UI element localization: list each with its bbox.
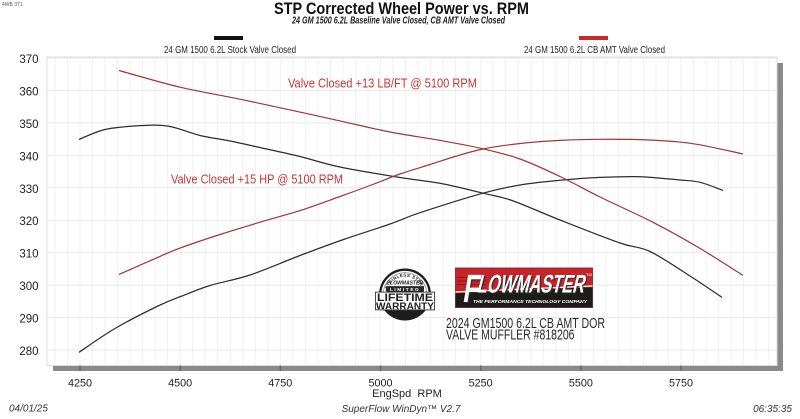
svg-text:4250: 4250: [68, 377, 92, 389]
svg-text:SuperFlow WinDyn™ V2.7: SuperFlow WinDyn™ V2.7: [342, 404, 461, 414]
svg-text:290: 290: [19, 314, 38, 326]
svg-text:STP Corrected Wheel Power vs.: STP Corrected Wheel Power vs. RPM: [274, 0, 529, 18]
svg-text:310: 310: [19, 249, 38, 261]
svg-text:350: 350: [19, 119, 38, 131]
svg-text:24 GM 1500 6.2L Baseline Valve: 24 GM 1500 6.2L Baseline Valve Closed, C…: [291, 16, 505, 27]
svg-text:TM: TM: [586, 272, 592, 277]
svg-text:330: 330: [19, 184, 38, 196]
svg-text:LOWMASTER: LOWMASTER: [476, 272, 590, 300]
svg-text:LOWMASTER: LOWMASTER: [475, 271, 589, 299]
svg-text:370: 370: [19, 54, 38, 66]
svg-text:4WB 371: 4WB 371: [2, 2, 23, 8]
svg-text:06:35:35: 06:35:35: [753, 404, 792, 414]
svg-text:360: 360: [19, 86, 38, 98]
svg-text:THE PERFORMANCE TECHNOLOGY COM: THE PERFORMANCE TECHNOLOGY COMPANY: [473, 299, 588, 305]
svg-text:340: 340: [19, 151, 38, 163]
svg-text:Valve Closed +13 LB/FT @ 5100: Valve Closed +13 LB/FT @ 5100 RPM: [288, 76, 477, 91]
svg-text:4750: 4750: [268, 377, 292, 389]
svg-text:280: 280: [19, 346, 38, 358]
svg-text:5000: 5000: [368, 377, 392, 389]
svg-text:F: F: [460, 267, 483, 311]
svg-text:24 GM 1500 6.2L CB AMT Valve C: 24 GM 1500 6.2L CB AMT Valve Closed: [524, 45, 665, 56]
svg-text:EngSpd RPM: EngSpd RPM: [372, 388, 442, 400]
svg-text:5250: 5250: [469, 377, 493, 389]
svg-text:24 GM 1500 6.2L Stock Valve Cl: 24 GM 1500 6.2L Stock Valve Closed: [164, 45, 296, 56]
svg-text:Valve Closed +15 HP @ 5100 RPM: Valve Closed +15 HP @ 5100 RPM: [171, 171, 343, 186]
svg-text:2024 GM1500 6.2L CB AMT DOR: 2024 GM1500 6.2L CB AMT DOR: [446, 316, 605, 332]
svg-text:04/01/25: 04/01/25: [9, 404, 48, 415]
svg-text:300: 300: [19, 281, 38, 293]
svg-text:VALVE MUFFLER #818206: VALVE MUFFLER #818206: [446, 328, 575, 344]
svg-text:LIFETIME: LIFETIME: [377, 292, 434, 304]
svg-text:5750: 5750: [669, 377, 693, 389]
svg-text:WARRANTY: WARRANTY: [376, 301, 434, 312]
svg-text:5500: 5500: [569, 377, 593, 389]
svg-text:F: F: [462, 268, 485, 312]
svg-text:320: 320: [19, 216, 38, 228]
svg-text:4500: 4500: [168, 377, 192, 389]
svg-text:LIMITED: LIMITED: [390, 287, 420, 293]
svg-text:FLOWMASTER: FLOWMASTER: [387, 280, 423, 286]
